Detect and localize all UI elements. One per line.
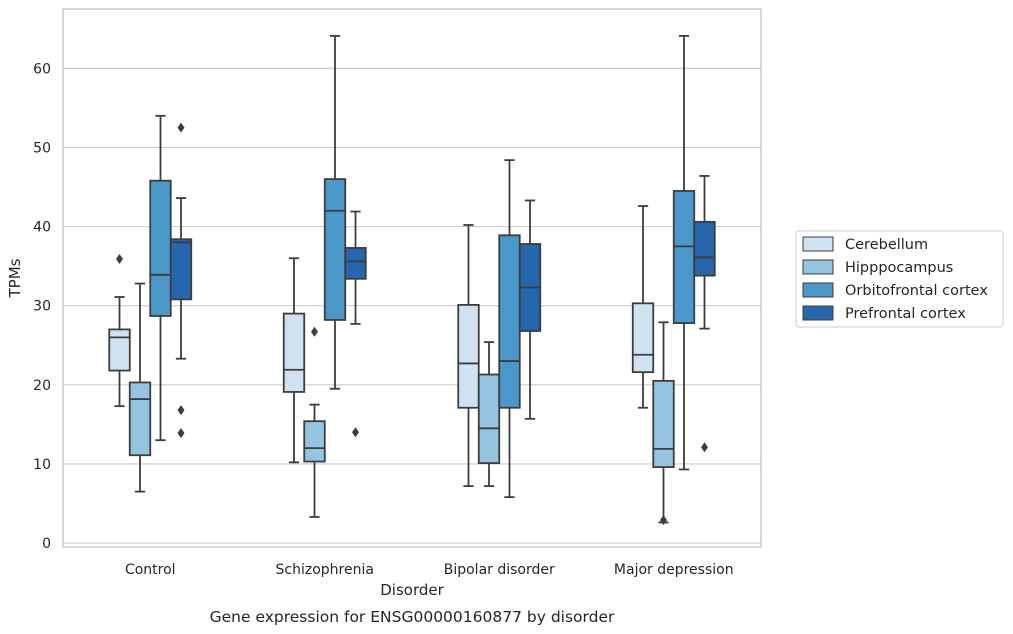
box-group — [344, 210, 367, 438]
outlier-point — [311, 326, 318, 337]
x-tick-label: Schizophrenia — [276, 562, 374, 578]
y-tick-label: 60 — [33, 61, 51, 77]
box-group — [693, 175, 716, 453]
box-group — [149, 114, 172, 442]
box-group — [128, 282, 152, 493]
y-tick-label: 50 — [33, 140, 51, 156]
legend-label: Cerebellum — [845, 237, 928, 253]
box-body — [693, 220, 716, 277]
box-group — [672, 35, 696, 471]
outlier-point — [701, 442, 708, 453]
outlier-point — [177, 122, 185, 133]
box-body — [652, 379, 675, 468]
box-group — [169, 122, 193, 439]
box-group — [457, 224, 480, 487]
grid-lines — [63, 67, 761, 544]
legend-swatch — [802, 305, 834, 321]
y-tick-label: 20 — [33, 378, 51, 394]
box-group — [323, 35, 347, 390]
legend: Cerebellum Hipppocampus Orbitofrontal cort… — [795, 230, 1004, 328]
outlier-point — [116, 254, 123, 265]
legend-label: Hipppocampus — [845, 260, 953, 276]
y-tick-labels: 0 10 20 30 40 50 60 — [33, 61, 51, 552]
box-group — [652, 321, 675, 526]
outlier-point — [177, 405, 185, 416]
box-group — [518, 199, 542, 420]
x-tick-labels: Control Schizophrenia Bipolar disorder Majo… — [125, 562, 734, 578]
box-body — [149, 179, 172, 317]
outlier-point — [177, 428, 185, 439]
box-group — [477, 341, 501, 487]
legend-label: Orbitofrontal cortex — [845, 283, 988, 299]
box-body — [631, 302, 655, 374]
legend-frame — [795, 230, 1004, 328]
box-group — [303, 326, 326, 518]
outlier-point — [352, 427, 359, 438]
box-body — [323, 178, 347, 321]
plot-frame — [62, 8, 762, 548]
y-axis-label: TPMs — [6, 258, 24, 298]
box-body — [457, 303, 480, 409]
x-axis-label: Disorder — [380, 581, 444, 599]
legend-label: Prefrontal cortex — [845, 306, 966, 322]
boxes — [108, 35, 716, 526]
x-tick-label: Major depression — [614, 562, 734, 578]
box-group — [498, 159, 521, 499]
x-tick-label: Bipolar disorder — [444, 562, 555, 578]
box-group — [631, 205, 655, 409]
box-group — [282, 257, 306, 464]
legend-swatch — [802, 259, 834, 275]
y-tick-label: 30 — [33, 299, 51, 315]
box-body — [344, 247, 367, 280]
outlier-point — [660, 515, 667, 526]
box-body — [108, 328, 131, 372]
box-body — [303, 420, 326, 463]
box-body — [169, 238, 193, 301]
y-tick-label: 40 — [33, 220, 51, 236]
chart-caption: Gene expression for ENSG00000160877 by d… — [210, 608, 615, 626]
box-group — [108, 254, 131, 408]
box-body — [282, 312, 306, 393]
box-body — [672, 190, 696, 324]
y-tick-label: 0 — [42, 536, 51, 552]
legend-swatch — [802, 236, 834, 252]
legend-swatch — [802, 282, 834, 298]
box-body — [128, 381, 152, 457]
box-body — [477, 373, 501, 465]
x-tick-label: Control — [125, 562, 176, 578]
box-body — [498, 234, 521, 409]
y-tick-label: 10 — [33, 457, 51, 473]
